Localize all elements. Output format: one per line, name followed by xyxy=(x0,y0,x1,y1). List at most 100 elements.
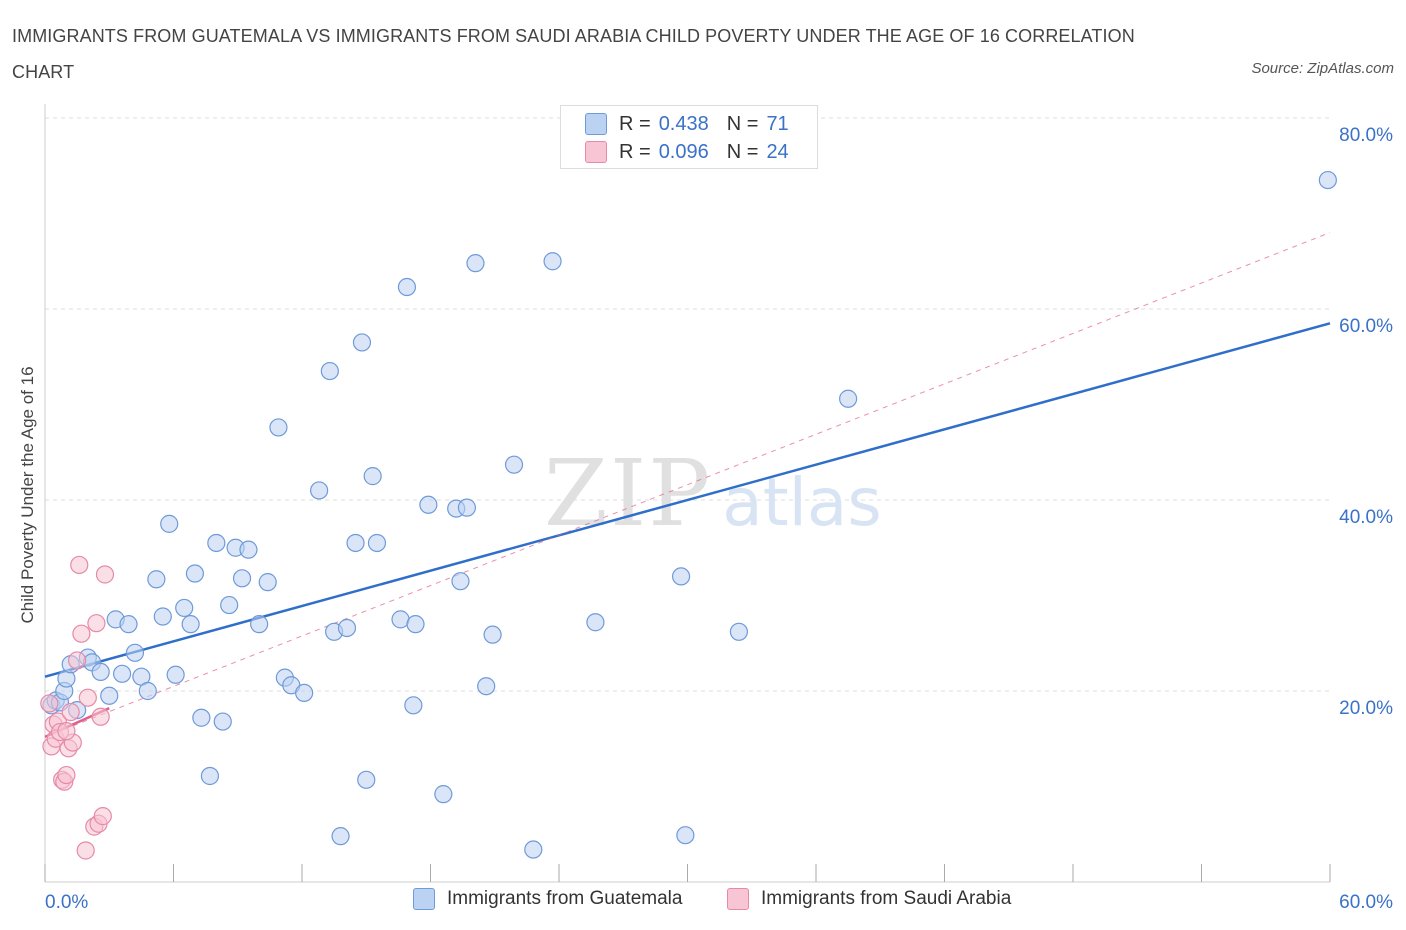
legend-row-saudi: R = 0.096 N = 24 xyxy=(585,139,789,165)
point-guatemala xyxy=(346,533,365,553)
y-tick-label: 40.0% xyxy=(1339,507,1393,528)
point-saudi xyxy=(72,624,91,643)
point-guatemala xyxy=(166,665,185,684)
source-label: Source: ZipAtlas.com xyxy=(1251,60,1394,77)
r-value: 0.438 xyxy=(658,112,709,135)
point-guatemala xyxy=(320,361,339,381)
point-guatemala xyxy=(504,455,524,474)
watermark: ZIP atlas xyxy=(544,440,882,547)
r-value: 0.096 xyxy=(658,140,709,163)
saudi-swatch xyxy=(727,888,749,910)
point-guatemala xyxy=(310,481,329,500)
point-saudi xyxy=(61,702,80,722)
point-guatemala xyxy=(239,540,258,559)
point-guatemala xyxy=(153,607,172,626)
r-label: R = xyxy=(619,112,651,135)
point-guatemala xyxy=(729,622,749,641)
point-guatemala xyxy=(671,567,691,586)
point-saudi xyxy=(68,651,87,670)
point-saudi xyxy=(87,614,106,633)
point-guatemala xyxy=(352,333,372,352)
point-guatemala xyxy=(213,712,232,731)
watermark-atlas: atlas xyxy=(722,464,882,541)
n-label: N = xyxy=(726,112,759,135)
r-label: R = xyxy=(619,140,651,163)
n-value: 71 xyxy=(766,112,789,135)
n-value: 24 xyxy=(766,140,789,163)
point-guatemala xyxy=(232,569,252,588)
point-guatemala xyxy=(397,277,417,297)
legend-label: Immigrants from Saudi Arabia xyxy=(761,888,1012,909)
point-guatemala xyxy=(258,573,277,592)
point-saudi xyxy=(57,765,76,785)
point-guatemala xyxy=(676,826,695,845)
point-guatemala xyxy=(337,618,357,638)
point-guatemala xyxy=(112,664,132,683)
point-guatemala xyxy=(100,686,119,705)
point-guatemala xyxy=(367,533,387,553)
point-guatemala xyxy=(406,615,425,634)
y-tick-label: 80.0% xyxy=(1339,125,1393,146)
point-guatemala xyxy=(357,770,376,789)
point-saudi xyxy=(78,688,97,707)
point-guatemala xyxy=(220,595,239,615)
point-guatemala xyxy=(192,708,211,727)
saudi-swatch xyxy=(585,141,607,163)
x-tick-label: 60.0% xyxy=(1339,892,1393,913)
point-guatemala xyxy=(250,615,269,634)
axes xyxy=(44,104,1331,883)
point-guatemala xyxy=(419,495,438,514)
n-label: N = xyxy=(726,140,759,163)
point-saudi xyxy=(40,694,59,713)
point-guatemala xyxy=(185,564,205,583)
legend-item-saudi[interactable]: Immigrants from Saudi Arabia xyxy=(727,888,1011,910)
point-guatemala xyxy=(295,683,314,703)
guatemala-swatch xyxy=(585,113,607,135)
data-points xyxy=(40,170,1337,860)
point-guatemala xyxy=(451,572,470,591)
point-guatemala xyxy=(160,514,179,533)
y-tick-label: 20.0% xyxy=(1339,698,1393,719)
chart-title: IMMIGRANTS FROM GUATEMALA VS IMMIGRANTS … xyxy=(12,26,1135,82)
point-guatemala xyxy=(331,827,350,846)
point-guatemala xyxy=(200,766,220,786)
point-guatemala xyxy=(138,681,157,701)
correlation-legend: R = 0.438 N = 71 R = 0.096 N = 24 xyxy=(560,105,818,169)
point-guatemala xyxy=(434,785,453,804)
x-tick-label: 0.0% xyxy=(45,892,88,913)
point-guatemala xyxy=(404,696,423,715)
y-axis-label: Child Poverty Under the Age of 16 xyxy=(18,366,37,624)
point-guatemala xyxy=(147,570,166,589)
point-guatemala xyxy=(125,643,145,662)
point-guatemala xyxy=(391,610,410,629)
point-saudi xyxy=(93,807,112,826)
legend-row-guatemala: R = 0.438 N = 71 xyxy=(585,111,789,137)
point-guatemala xyxy=(181,615,200,634)
watermark-zip: ZIP xyxy=(544,440,712,547)
legend-item-guatemala[interactable]: Immigrants from Guatemala xyxy=(413,888,682,910)
trend-line-saudi-extended xyxy=(44,232,1331,738)
point-saudi xyxy=(95,565,115,584)
point-guatemala xyxy=(457,498,477,517)
tick-labels: 20.0% 40.0% 60.0% 80.0% 0.0% 60.0% xyxy=(45,125,1393,913)
point-guatemala xyxy=(1318,170,1337,190)
point-guatemala xyxy=(483,625,502,644)
guatemala-swatch xyxy=(413,888,435,910)
point-guatemala xyxy=(119,615,138,634)
point-guatemala xyxy=(477,677,496,696)
point-guatemala xyxy=(91,662,110,682)
point-guatemala xyxy=(175,598,194,618)
point-guatemala xyxy=(543,252,562,271)
point-guatemala xyxy=(586,613,605,632)
point-guatemala xyxy=(363,467,382,486)
point-guatemala xyxy=(466,254,485,273)
trend-lines xyxy=(44,232,1331,738)
point-guatemala xyxy=(207,533,226,553)
point-saudi xyxy=(70,555,89,575)
series-legend: Immigrants from Guatemala Immigrants fro… xyxy=(0,888,1406,916)
point-guatemala xyxy=(524,840,543,859)
point-guatemala xyxy=(839,389,858,408)
y-tick-label: 60.0% xyxy=(1339,316,1393,337)
point-saudi xyxy=(57,722,76,741)
point-guatemala xyxy=(269,418,288,437)
